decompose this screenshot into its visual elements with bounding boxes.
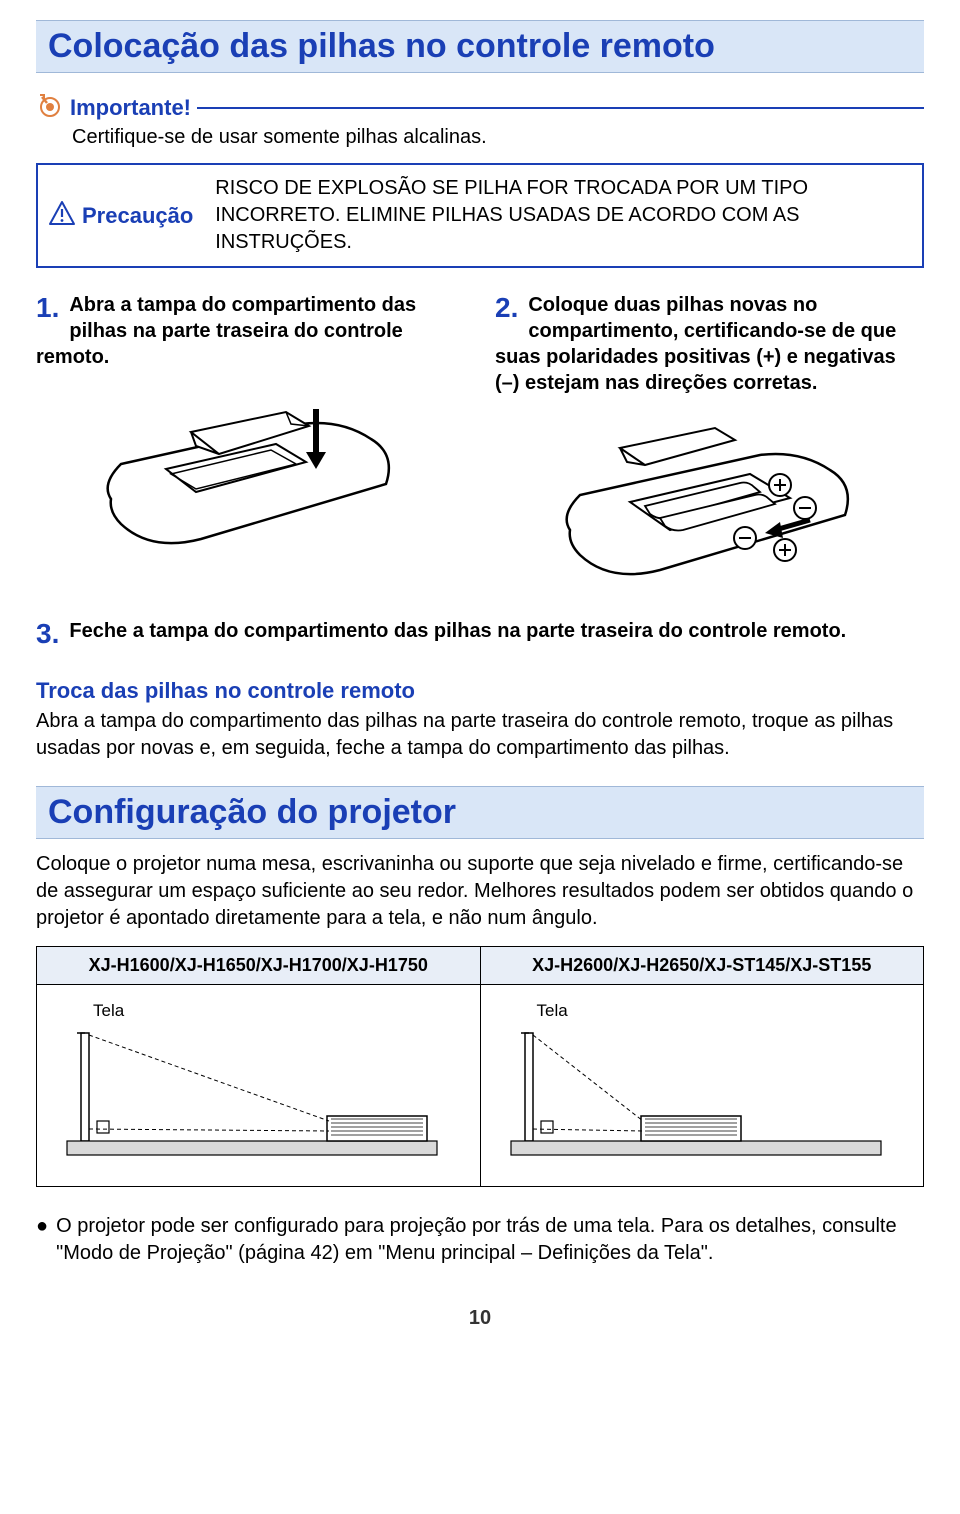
models-table: XJ-H1600/XJ-H1650/XJ-H1700/XJ-H1750 XJ-H…	[36, 946, 924, 1187]
section2-heading-bar: Configuração do projetor	[36, 786, 924, 839]
caution-text: RISCO DE EXPLOSÃO SE PILHA FOR TROCADA P…	[203, 165, 922, 266]
section2-title: Configuração do projetor	[48, 793, 912, 832]
section-heading-bar: Colocação das pilhas no controle remoto	[36, 20, 924, 73]
warning-icon	[48, 200, 76, 231]
table-cell-right: Tela	[480, 985, 924, 1187]
table-header: XJ-H2600/XJ-H2650/XJ-ST145/XJ-ST155	[480, 947, 924, 985]
table-header: XJ-H1600/XJ-H1650/XJ-H1700/XJ-H1750	[37, 947, 481, 985]
bullet-row: ● O projetor pode ser configurado para p…	[36, 1213, 924, 1267]
table-header-row: XJ-H1600/XJ-H1650/XJ-H1700/XJ-H1750 XJ-H…	[37, 947, 924, 985]
step-number: 2.	[495, 292, 518, 324]
section2-intro: Coloque o projetor numa mesa, escrivanin…	[36, 851, 924, 932]
step-text: Coloque duas pilhas novas no compartimen…	[495, 294, 896, 394]
steps-row: 1. Abra a tampa do compartimento das pil…	[36, 292, 924, 590]
remote-illustration-open	[36, 384, 465, 554]
important-text: Certifique-se de usar somente pilhas alc…	[72, 126, 924, 149]
screen-label: Tela	[537, 1001, 914, 1021]
caution-left: Precaução	[38, 165, 203, 266]
step-1: 1. Abra a tampa do compartimento das pil…	[36, 292, 465, 590]
important-row: Importante!	[36, 91, 924, 124]
step-2: 2. Coloque duas pilhas novas no comparti…	[495, 292, 924, 590]
table-row: Tela	[37, 985, 924, 1187]
table-cell-left: Tela	[37, 985, 481, 1187]
important-rule	[197, 107, 924, 109]
page-number: 10	[36, 1307, 924, 1330]
step-3: 3. Feche a tampa do compartimento das pi…	[36, 618, 924, 650]
step-number: 3.	[36, 618, 59, 650]
step-text: Feche a tampa do compartimento das pilha…	[69, 620, 846, 642]
projector-diagram-short	[491, 1021, 891, 1171]
replace-heading: Troca das pilhas no controle remoto	[36, 678, 924, 704]
replace-text: Abra a tampa do compartimento das pilhas…	[36, 708, 924, 762]
remote-illustration-batteries	[495, 410, 924, 590]
projector-diagram-long	[47, 1021, 447, 1171]
caution-box: Precaução RISCO DE EXPLOSÃO SE PILHA FOR…	[36, 163, 924, 268]
screen-label: Tela	[93, 1001, 470, 1021]
section-title: Colocação das pilhas no controle remoto	[48, 27, 912, 66]
step-number: 1.	[36, 292, 59, 324]
target-icon	[36, 91, 64, 124]
step-text: Abra a tampa do compartimento das pilhas…	[36, 294, 416, 368]
bullet-text: O projetor pode ser configurado para pro…	[56, 1213, 924, 1267]
caution-label: Precaução	[82, 203, 193, 229]
important-label: Importante!	[70, 95, 191, 121]
bullet-icon: ●	[36, 1213, 48, 1267]
